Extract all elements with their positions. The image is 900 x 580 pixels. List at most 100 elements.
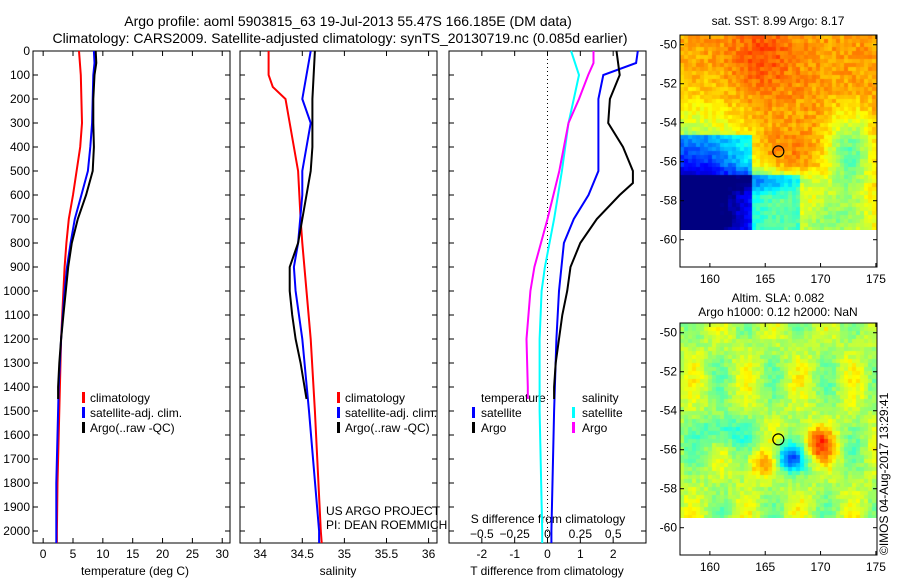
sla-map-title: Altim. SLA: 0.082 (732, 291, 825, 305)
map-lon-label: 160 (700, 272, 720, 286)
legend-label: climatology (345, 391, 405, 405)
map-lat-label: -52 (660, 77, 678, 91)
map-lat-label: -50 (660, 38, 678, 52)
map-lon-label: 160 (700, 560, 720, 574)
map-lat-label: -60 (660, 521, 678, 535)
map-lat-label: -54 (660, 116, 678, 130)
x-tick-label: 25 (186, 547, 200, 561)
map-lat-label: -60 (660, 233, 678, 247)
map-lat-label: -56 (660, 443, 678, 457)
legend-swatch-satellite (82, 407, 85, 418)
s-tick-label: 0.25 (569, 527, 593, 541)
y-tick-label: 1300 (3, 356, 30, 370)
legend-swatch-argo (82, 422, 85, 433)
legend-label: Argo(..raw -QC) (90, 421, 175, 435)
profile-line-satellite-adj-clim- (55, 50, 96, 543)
y-tick-label: 700 (10, 212, 30, 226)
x-tick-label: 34 (254, 547, 268, 561)
map-lat-label: -58 (660, 194, 678, 208)
y-tick-label: 1600 (3, 428, 30, 442)
s-tick-label: −0.25 (499, 527, 530, 541)
y-tick-label: 300 (10, 116, 30, 130)
profile-line-argo-raw-qc- (57, 50, 98, 399)
legend-label: satellite (582, 406, 623, 420)
map-lat-label: -56 (660, 155, 678, 169)
y-tick-label: 1000 (3, 284, 30, 298)
profile-line-satellite-adj-clim- (292, 50, 321, 543)
argo-position-marker (772, 145, 785, 158)
legend-title-temperature: temperature (481, 391, 546, 405)
map-lon-label: 165 (755, 272, 775, 286)
y-tick-label: 100 (10, 68, 30, 82)
y-tick-label: 0 (23, 44, 30, 58)
plot-frame (32, 50, 231, 544)
argo-position-marker (772, 433, 785, 446)
legend-label: climatology (90, 391, 150, 405)
map-lat-label: -52 (660, 365, 678, 379)
map-lon-label: 170 (811, 560, 831, 574)
legend-salinity-panel: climatology satellite-adj. clim. Argo(..… (337, 391, 437, 435)
legend-label: Argo (481, 421, 507, 435)
legend-label: satellite-adj. clim. (90, 406, 182, 420)
legend-swatch-argo (337, 422, 340, 433)
y-tick-label: 1400 (3, 380, 30, 394)
legend-diff-panel: temperature satellite Argo salinity sate… (472, 391, 623, 435)
y-tick-label: 400 (10, 140, 30, 154)
profile-line-s-argo (525, 51, 595, 399)
legend-swatch-satellite (337, 407, 340, 418)
x-label-salinity: salinity (320, 564, 357, 578)
s-tick-label: 0 (544, 527, 551, 541)
y-tick-label: 600 (10, 188, 30, 202)
x-tick-label: 20 (156, 547, 170, 561)
x-label-temperature: temperature (deg C) (81, 564, 189, 578)
profile-line-climatology (267, 51, 323, 544)
s-tick-label: 0.5 (605, 527, 622, 541)
map-frame (679, 322, 878, 556)
map-lat-label: -50 (660, 326, 678, 340)
legend-swatch-climatology (82, 392, 85, 403)
legend-label: satellite-adj. clim. (345, 406, 437, 420)
profile-line-t-argo (553, 50, 634, 399)
x-tick-label: -2 (476, 547, 487, 561)
imos-stamp: ©IMOS 04-Aug-2017 13:29:41 (877, 392, 891, 555)
sst-map-title: sat. SST: 8.99 Argo: 8.17 (712, 14, 845, 28)
pi-text: PI: DEAN ROEMMICH (326, 518, 447, 532)
profile-line-argo-raw-qc- (288, 50, 316, 400)
sla-map-subtitle: Argo h1000: 0.12 h2000: NaN (698, 305, 857, 319)
x-tick-label: 0 (40, 547, 47, 561)
legend-swatch-t-argo (472, 422, 475, 433)
map-lat-label: -58 (660, 482, 678, 496)
s-tick-label: −0.5 (470, 527, 494, 541)
plot-frame (448, 50, 647, 544)
y-tick-label: 1900 (3, 500, 30, 514)
legend-swatch-climatology (337, 392, 340, 403)
x-tick-label: 30 (216, 547, 230, 561)
legend-label: Argo(..raw -QC) (345, 421, 430, 435)
legend-temperature-panel: climatology satellite-adj. clim. Argo(..… (82, 391, 182, 435)
y-tick-label: 1500 (3, 404, 30, 418)
x-tick-label: 36 (422, 547, 436, 561)
legend-swatch-t-satellite (472, 407, 475, 418)
profile-line-t-satellite (550, 50, 639, 543)
x-tick-label: 15 (126, 547, 140, 561)
x-tick-label: 1 (577, 547, 584, 561)
x-tick-label: 35 (338, 547, 352, 561)
profile-line-climatology (55, 50, 84, 543)
map-lat-label: -54 (660, 404, 678, 418)
y-tick-label: 1800 (3, 476, 30, 490)
sst-map (680, 35, 877, 230)
x-label-t-diff: T difference from climatology (470, 564, 624, 578)
legend-label: Argo (582, 421, 608, 435)
title-line-1: Argo profile: aoml 5903815_63 19-Jul-201… (124, 13, 572, 29)
y-tick-label: 1200 (3, 332, 30, 346)
legend-swatch-s-satellite (572, 407, 575, 418)
x-tick-label: 0 (544, 547, 551, 561)
map-frame (679, 34, 878, 268)
sla-map (680, 323, 877, 518)
x-tick-label: -1 (509, 547, 520, 561)
title-line-2: Climatology: CARS2009. Satellite-adjuste… (52, 30, 627, 46)
x-tick-label: 34.5 (291, 547, 315, 561)
plot-frame (239, 50, 438, 544)
y-tick-label: 900 (10, 260, 30, 274)
